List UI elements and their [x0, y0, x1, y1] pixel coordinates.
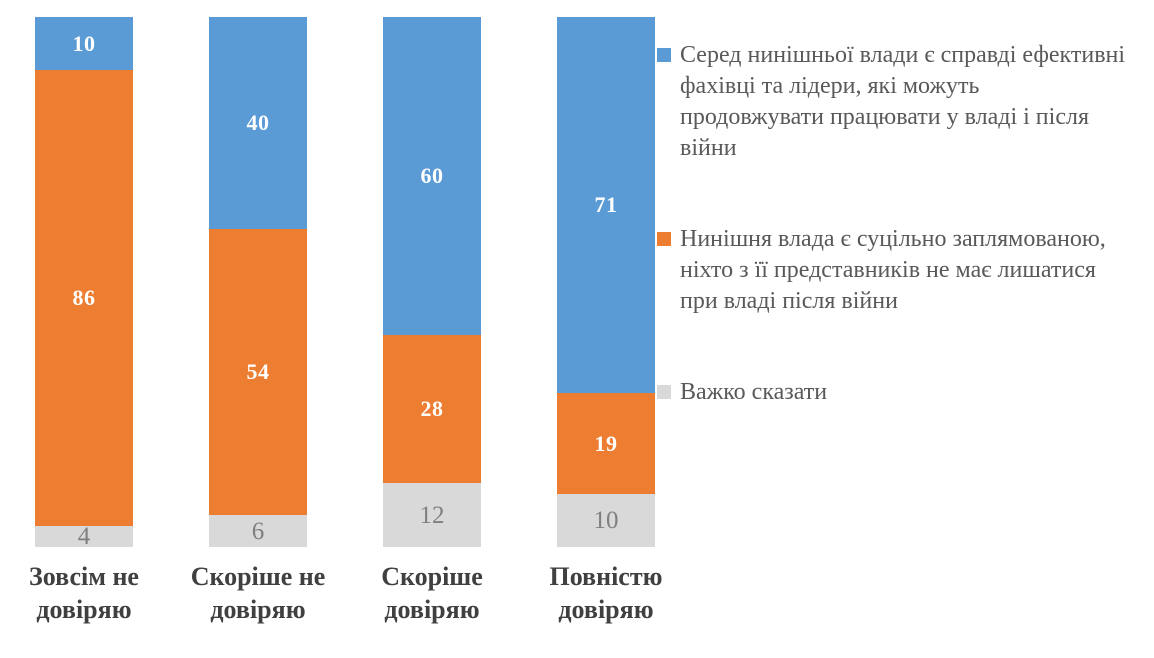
- bar-value-label: 12: [419, 501, 445, 529]
- bar-segment: 40: [209, 17, 307, 229]
- bar-stack: 10 86 4: [35, 17, 133, 550]
- legend-item: Важко сказати: [657, 377, 1143, 408]
- bar-segment: 19: [557, 393, 655, 494]
- plot-area: 10 86 4 Зовсім не довіряю 40 54 6 Скоріше не до…: [29, 17, 663, 624]
- bar-segment: 6: [209, 515, 307, 547]
- legend: Серед нинішньої влади є справді ефективн…: [657, 40, 1143, 408]
- legend-item: Нинішня влада є суцільно заплямованою, н…: [657, 224, 1143, 317]
- legend-label: Серед нинішньої влади є справді ефективн…: [680, 42, 1126, 161]
- category-label: Скоріше не довіряю: [190, 562, 326, 624]
- bar-value-label: 71: [594, 192, 618, 218]
- category-label: Скоріше довіряю: [381, 562, 483, 624]
- bar-value-label: 60: [420, 163, 444, 188]
- bar-stack: 40 54 6: [209, 17, 307, 547]
- legend-swatch-icon: [657, 232, 671, 246]
- legend-swatch-icon: [657, 48, 671, 62]
- bar-value-label: 86: [72, 284, 96, 310]
- bar-value-label: 19: [594, 430, 618, 456]
- bar-value-label: 40: [246, 110, 270, 135]
- bar-segment: 86: [35, 70, 133, 526]
- category-label: Зовсім не довіряю: [29, 562, 139, 624]
- bar-segment: 10: [557, 493, 655, 547]
- bar-segment: 10: [35, 17, 133, 70]
- bar-segment: 71: [557, 17, 655, 394]
- legend-label: Нинішня влада є суцільно заплямованою, н…: [680, 226, 1106, 314]
- bar-segment: 60: [383, 17, 481, 335]
- bar-segment: 54: [209, 229, 307, 516]
- bar-value-label: 6: [251, 517, 265, 545]
- legend-swatch-icon: [657, 385, 671, 399]
- legend-label: Важко сказати: [680, 379, 828, 405]
- bar-stack: 71 19 10: [557, 17, 655, 547]
- bar-value-label: 4: [77, 522, 91, 550]
- bar-stack: 60 28 12: [383, 17, 481, 547]
- bar-value-label: 10: [593, 506, 619, 534]
- bar-value-label: 54: [246, 359, 270, 385]
- bar-segment: 4: [35, 522, 133, 550]
- category-label: Повністю довіряю: [549, 562, 663, 624]
- bar-segment: 28: [383, 335, 481, 484]
- bar-value-label: 10: [72, 30, 96, 56]
- bar-value-label: 28: [420, 396, 444, 422]
- bar-segment: 12: [383, 483, 481, 547]
- legend-item: Серед нинішньої влади є справді ефективн…: [657, 40, 1143, 164]
